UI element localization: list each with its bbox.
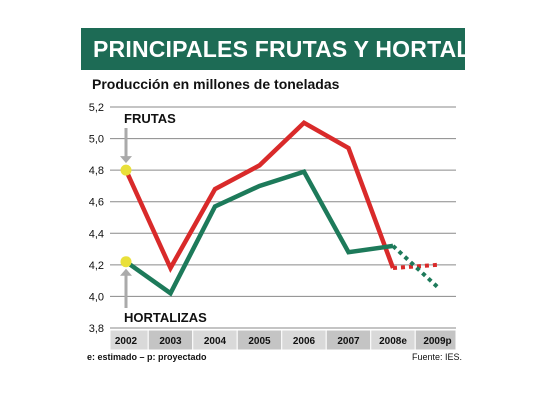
chart-title: PRINCIPALES FRUTAS Y HORTALIZAS <box>93 36 524 62</box>
frutas-arrow-head <box>120 156 132 164</box>
y-tick-label: 5,2 <box>89 102 104 114</box>
x-tick-label: 2005 <box>248 336 271 347</box>
x-tick-label: 2006 <box>293 336 316 347</box>
series-line-frutas <box>123 120 396 273</box>
start-marker <box>120 164 132 176</box>
source-note: Fuente: IES. <box>412 352 463 362</box>
y-tick-label: 5,0 <box>89 134 104 146</box>
series-label-frutas: FRUTAS <box>124 111 176 126</box>
y-tick-label: 4,0 <box>89 291 104 303</box>
series-projection-hortalizas <box>391 244 439 289</box>
chart-subtitle: Producción en millones de toneladas <box>92 76 340 92</box>
start-marker <box>120 256 132 268</box>
y-tick-label: 4,2 <box>89 260 104 272</box>
footnote-legend: e: estimado – p: proyectado <box>87 352 207 362</box>
x-tick-label: 2004 <box>204 336 227 347</box>
x-tick-label: 2009p <box>423 336 451 347</box>
x-tick-label: 2008e <box>379 336 407 347</box>
series-line-hortalizas <box>124 169 394 297</box>
title-banner: PRINCIPALES FRUTAS Y HORTALIZAS <box>81 28 524 70</box>
hortalizas-arrow-head <box>120 268 132 276</box>
x-tick-label: 2007 <box>337 336 360 347</box>
x-tick-label: 2003 <box>159 336 182 347</box>
x-tick-label: 2002 <box>115 336 138 347</box>
y-tick-label: 3,8 <box>89 323 104 335</box>
y-tick-label: 4,8 <box>89 165 104 177</box>
y-tick-label: 4,6 <box>89 197 104 209</box>
series-label-hortalizas: HORTALIZAS <box>124 310 207 325</box>
category-cell <box>414 329 457 351</box>
y-tick-label: 4,4 <box>89 228 104 240</box>
